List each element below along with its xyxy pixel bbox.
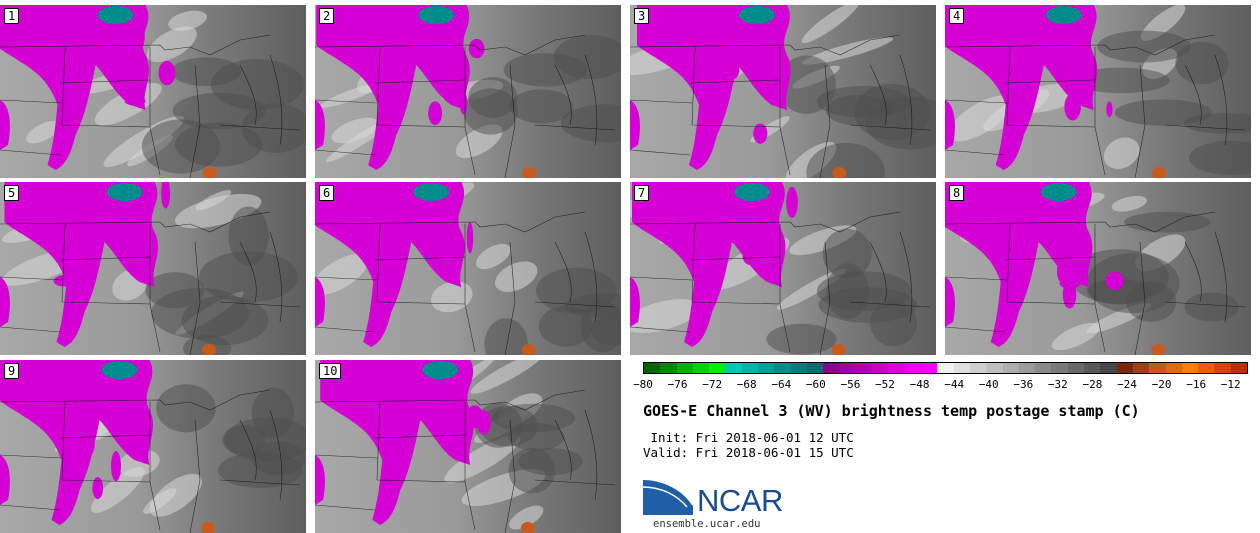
colorbar-segment (806, 363, 824, 373)
wv-map-image (315, 182, 621, 355)
colorbar-segment (1165, 363, 1182, 373)
colorbar-segment (1230, 363, 1247, 373)
member-panel: 1 (0, 5, 306, 178)
colorbar-segment (953, 363, 970, 373)
colorbar-segment (790, 363, 807, 373)
ncar-logo-text: NCAR (697, 483, 783, 518)
colorbar-tick-label: −40 (978, 378, 999, 391)
colorbar-segment (774, 363, 791, 373)
colorbar-tick-label: −28 (1082, 378, 1103, 391)
colorbar (643, 362, 1248, 374)
colorbar-tick-label: −56 (840, 378, 861, 391)
colorbar-tick-label: −24 (1117, 378, 1137, 391)
wv-map-image (315, 5, 621, 178)
colorbar-segment (709, 363, 726, 373)
colorbar-segment (1002, 363, 1019, 373)
ncar-logo-icon (643, 478, 694, 515)
colorbar-tick-label: −80 (633, 378, 653, 391)
colorbar-segment (1067, 363, 1085, 373)
member-number-label: 6 (319, 185, 335, 201)
member-panel: 10 (315, 360, 621, 533)
colorbar-tick-label: −68 (736, 378, 757, 391)
colorbar-segment (1018, 363, 1036, 373)
colorbar-segment (1035, 363, 1052, 373)
member-number-label: 8 (949, 185, 965, 201)
colorbar-segment (855, 363, 873, 373)
colorbar-tick-label: −32 (1047, 378, 1068, 391)
colorbar-segment (904, 363, 922, 373)
member-number-label: 3 (634, 8, 650, 24)
wv-map-image (0, 360, 306, 533)
colorbar-segment (1198, 363, 1215, 373)
member-number-label: 2 (319, 8, 335, 24)
member-number-label: 5 (4, 185, 20, 201)
colorbar-tick-label: −36 (1013, 378, 1034, 391)
colorbar-segment (1084, 363, 1101, 373)
colorbar-segment (937, 363, 954, 373)
member-number-label: 7 (634, 185, 650, 201)
colorbar-segment (986, 363, 1003, 373)
colorbar-tick-label: −72 (702, 378, 723, 391)
colorbar-segment (839, 363, 856, 373)
colorbar-tick-label: −64 (771, 378, 792, 391)
member-number-label: 10 (319, 363, 342, 379)
colorbar-tick-label: −44 (944, 378, 965, 391)
colorbar-segment (1051, 363, 1068, 373)
member-panel: 6 (315, 182, 621, 355)
wv-map-image (630, 5, 936, 178)
site-url: ensemble.ucar.edu (653, 518, 761, 530)
colorbar-tick-label: −52 (875, 378, 895, 391)
colorbar-segment (741, 363, 759, 373)
wv-map-image (945, 5, 1251, 178)
colorbar-segment (969, 363, 987, 373)
member-number-label: 9 (4, 363, 20, 379)
member-panel: 3 (630, 5, 936, 178)
colorbar-segment (1132, 363, 1150, 373)
colorbar-segment (676, 363, 693, 373)
wv-map-image (315, 360, 621, 533)
member-panel: 7 (630, 182, 936, 355)
wv-map-image (0, 182, 306, 355)
valid-time: Valid: Fri 2018-06-01 15 UTC (643, 445, 854, 460)
member-panel: 5 (0, 182, 306, 355)
colorbar-segment (660, 363, 677, 373)
colorbar-tick-label: −16 (1186, 378, 1207, 391)
colorbar-segment (758, 363, 775, 373)
member-panel: 9 (0, 360, 306, 533)
colorbar-tick-label: −48 (909, 378, 930, 391)
colorbar-segment (1214, 363, 1231, 373)
member-number-label: 4 (949, 8, 965, 24)
colorbar-segment (1116, 363, 1133, 373)
colorbar-segment (725, 363, 742, 373)
member-panel: 2 (315, 5, 621, 178)
wv-map-image (630, 182, 936, 355)
colorbar-segment (692, 363, 710, 373)
member-panel: 8 (945, 182, 1251, 355)
colorbar-tick-label: −60 (805, 378, 826, 391)
colorbar-segment (823, 363, 840, 373)
colorbar-tick-label: −76 (667, 378, 688, 391)
colorbar-segment (644, 363, 661, 373)
wv-map-image (0, 5, 306, 178)
wv-map-image (945, 182, 1251, 355)
colorbar-segment (1149, 363, 1166, 373)
colorbar-ticks: −80 −76 −72 −68 −64 −60 −56 −52 −48 −44 −40 −36 −32 −… (633, 378, 1248, 392)
colorbar-segment (888, 363, 905, 373)
colorbar-segment (1181, 363, 1199, 373)
colorbar-segment (872, 363, 889, 373)
colorbar-segment (921, 363, 938, 373)
colorbar-segment (1100, 363, 1117, 373)
member-panel: 4 (945, 5, 1251, 178)
init-time: Init: Fri 2018-06-01 12 UTC (643, 430, 854, 445)
member-number-label: 1 (4, 8, 20, 24)
figure-title: GOES-E Channel 3 (WV) brightness temp po… (643, 402, 1140, 420)
colorbar-tick-label: −12 (1220, 378, 1241, 391)
colorbar-tick-label: −20 (1151, 378, 1172, 391)
